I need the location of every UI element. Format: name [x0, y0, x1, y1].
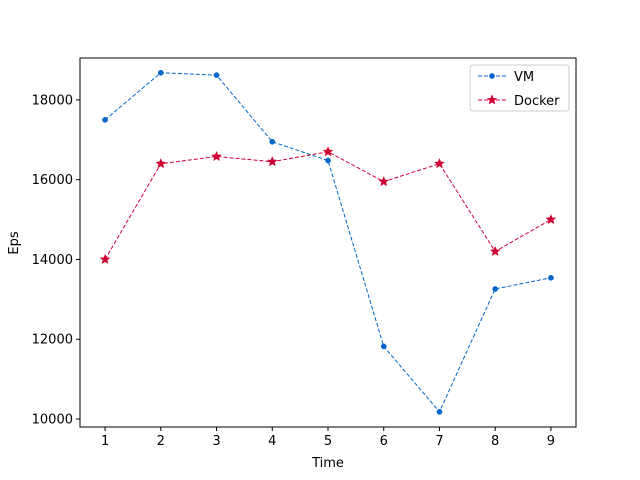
data-point	[155, 158, 167, 169]
legend-entry-docker: Docker	[478, 94, 560, 109]
legend-label: Docker	[514, 94, 560, 109]
circle-icon	[489, 73, 495, 79]
data-point	[99, 253, 111, 265]
data-point	[436, 408, 443, 415]
data-point	[492, 286, 499, 292]
data-point	[211, 150, 222, 162]
star-icon	[486, 94, 498, 105]
series-docker	[99, 146, 557, 265]
series-line	[104, 72, 552, 413]
axes: 1 2 3 4 5 6 7 8 9 10000 12000 14000 16000 18000	[32, 57, 577, 449]
y-tick-label: 14000	[32, 253, 73, 268]
data-point	[434, 158, 445, 169]
x-tick-label: 8	[491, 434, 499, 449]
data-point	[269, 138, 276, 145]
legend: VM Docker	[469, 64, 570, 112]
data-point	[322, 146, 334, 157]
x-tick-label: 6	[380, 434, 388, 449]
x-axis-label: Time	[311, 456, 344, 471]
x-tick-label: 4	[268, 434, 276, 449]
x-tick-label: 1	[101, 434, 109, 449]
data-point	[545, 213, 557, 225]
x-tick-label: 2	[157, 434, 165, 449]
y-tick-label: 10000	[32, 413, 73, 428]
y-axis-label: Eps	[7, 231, 22, 254]
data-point	[380, 343, 387, 350]
data-point	[548, 274, 554, 281]
plot-area	[80, 58, 576, 427]
y-tick-label: 12000	[32, 333, 73, 348]
y-tick-label: 16000	[32, 173, 73, 188]
y-tick-label: 18000	[32, 93, 73, 108]
legend-label: VM	[514, 70, 534, 85]
data-point	[266, 156, 278, 167]
data-point	[102, 116, 108, 123]
data-point	[213, 72, 220, 79]
series-layer	[99, 69, 557, 415]
x-tick-label: 7	[435, 434, 443, 449]
x-tick-label: 5	[324, 434, 332, 449]
data-point	[325, 157, 331, 164]
data-point	[157, 69, 164, 76]
x-tick-label: 3	[212, 434, 220, 449]
data-point	[489, 245, 501, 257]
x-tick-label: 9	[547, 434, 555, 449]
legend-entry-vm: VM	[478, 70, 534, 85]
series-vm	[102, 69, 554, 415]
plot-background	[80, 58, 576, 427]
data-point	[378, 175, 390, 187]
